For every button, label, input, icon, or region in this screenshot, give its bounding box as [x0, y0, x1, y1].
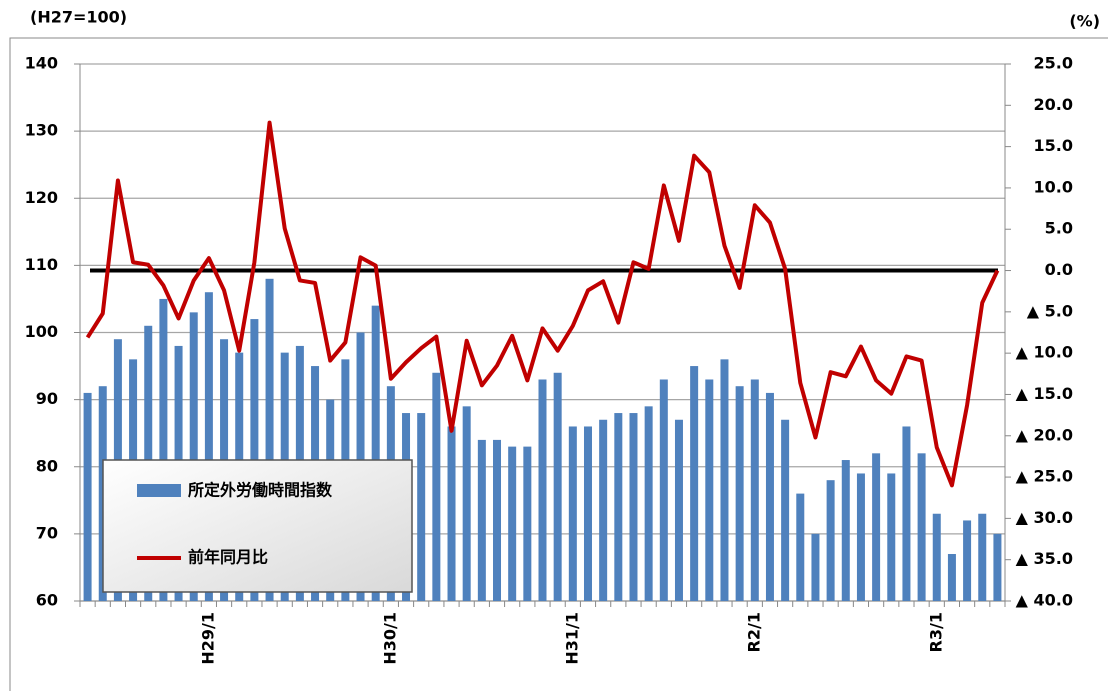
- bar: [674, 419, 683, 601]
- bar: [705, 379, 714, 601]
- bar: [189, 312, 198, 601]
- y2-tick-label: 25.0: [1034, 54, 1073, 73]
- bar: [917, 453, 926, 601]
- bar: [735, 386, 744, 601]
- bar: [553, 372, 562, 601]
- bar: [432, 372, 441, 601]
- bar: [690, 366, 699, 601]
- x-tick-label: R2/1: [744, 612, 763, 652]
- legend-label: 所定外労働時間指数: [188, 481, 333, 500]
- bar: [417, 413, 426, 601]
- y-tick-label: 110: [25, 255, 58, 274]
- bar: [204, 292, 213, 601]
- bar: [781, 419, 790, 601]
- y2-tick-label: ▲ 40.0: [1016, 591, 1073, 610]
- y2-tick-label: 20.0: [1034, 95, 1073, 114]
- line: [85, 120, 1000, 488]
- bar: [523, 446, 532, 601]
- bar: [811, 533, 820, 601]
- bar: [568, 426, 577, 601]
- y-tick-label: 80: [36, 456, 58, 475]
- bar: [83, 392, 92, 601]
- bar: [538, 379, 547, 601]
- bar: [750, 379, 759, 601]
- y2-tick-label: ▲ 30.0: [1016, 508, 1073, 527]
- bar: [826, 480, 835, 601]
- y2-tick-label: 0.0: [1045, 260, 1073, 279]
- bar: [887, 473, 896, 601]
- bar: [872, 453, 881, 601]
- bar: [644, 406, 653, 601]
- legend: 所定外労働時間指数 前年同月比: [102, 459, 413, 593]
- y-unit-label: (H27=100): [30, 8, 127, 27]
- bar: [629, 413, 638, 601]
- bar: [902, 426, 911, 601]
- y2-tick-label: ▲ 20.0: [1016, 425, 1073, 444]
- y-tick-label: 130: [25, 121, 58, 140]
- bar: [371, 305, 380, 601]
- bar: [841, 460, 850, 601]
- y2-tick-label: ▲ 5.0: [1027, 301, 1073, 320]
- x-tick-label: H30/1: [380, 612, 399, 665]
- y2-unit-label: (%): [1069, 12, 1100, 31]
- bar: [599, 419, 608, 601]
- bar: [265, 278, 274, 601]
- bar: [856, 473, 865, 601]
- x-tick-label: H31/1: [562, 612, 581, 665]
- bar: [796, 493, 805, 601]
- y2-tick-label: 10.0: [1034, 177, 1073, 196]
- y-tick-label: 60: [36, 591, 58, 610]
- bar: [963, 520, 972, 601]
- bar: [720, 359, 729, 601]
- legend-swatch: [137, 484, 181, 497]
- bar: [447, 426, 456, 601]
- y-tick-label: 70: [36, 523, 58, 542]
- chart-frame: [9, 37, 1108, 691]
- bar: [993, 533, 1002, 601]
- bar: [978, 513, 987, 601]
- bar: [765, 392, 774, 601]
- y2-tick-label: ▲ 10.0: [1016, 343, 1073, 362]
- legend-label: 前年同月比: [188, 548, 268, 567]
- y-tick-label: 90: [36, 389, 58, 408]
- y-tick-label: 140: [25, 54, 58, 73]
- y-tick-label: 120: [25, 188, 58, 207]
- bar: [659, 379, 668, 601]
- x-tick-label: H29/1: [198, 612, 217, 665]
- y2-tick-label: ▲ 25.0: [1016, 467, 1073, 486]
- x-tick-label: R3/1: [926, 612, 945, 652]
- bar: [477, 439, 486, 601]
- foreground: 60 70 80 90 100 110 120 130 140 ▲ 40.0 ▲ 35.0 ▲ 30.…: [25, 54, 1073, 665]
- bar: [583, 426, 592, 601]
- bar: [614, 413, 623, 601]
- y2-tick-label: ▲ 35.0: [1016, 549, 1073, 568]
- bar: [462, 406, 471, 601]
- legend-box: [102, 459, 413, 593]
- y-tick-label: 100: [25, 322, 58, 341]
- bar: [159, 298, 168, 601]
- y2-tick-label: ▲ 15.0: [1016, 384, 1073, 403]
- bar: [947, 554, 956, 601]
- y2-tick-label: 15.0: [1034, 136, 1073, 155]
- bar: [508, 446, 517, 601]
- bar: [493, 439, 502, 601]
- bar: [932, 513, 941, 601]
- y2-tick-label: 5.0: [1045, 219, 1073, 238]
